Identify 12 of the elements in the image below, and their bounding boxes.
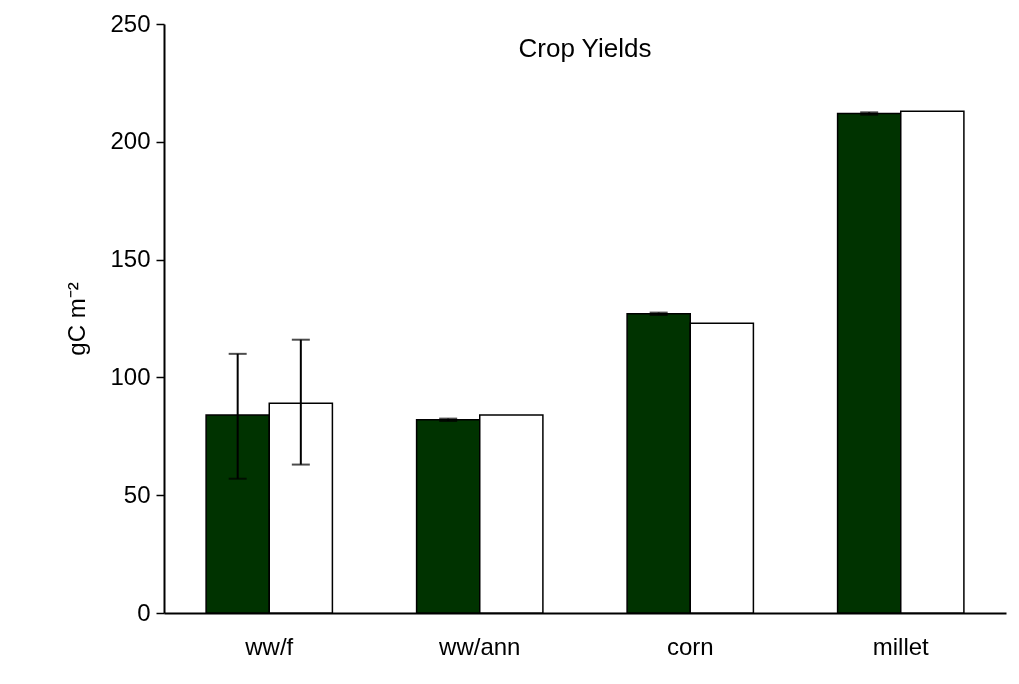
y-tick-label: 250	[110, 9, 151, 37]
x-tick-label: ww/ann	[438, 632, 521, 660]
y-axis-title: gC m⁻²	[63, 282, 91, 356]
y-tick-label: 100	[110, 362, 151, 390]
y-tick-label: 200	[110, 127, 151, 155]
y-tick-label: 50	[123, 480, 151, 508]
y-tick-label: 150	[110, 245, 151, 273]
x-tick-label: ww/f	[244, 632, 294, 660]
chart-title: Crop Yields	[518, 33, 652, 63]
y-tick-label: 0	[137, 598, 151, 626]
x-tick-label: corn	[666, 632, 714, 660]
x-tick-label: millet	[872, 632, 930, 660]
